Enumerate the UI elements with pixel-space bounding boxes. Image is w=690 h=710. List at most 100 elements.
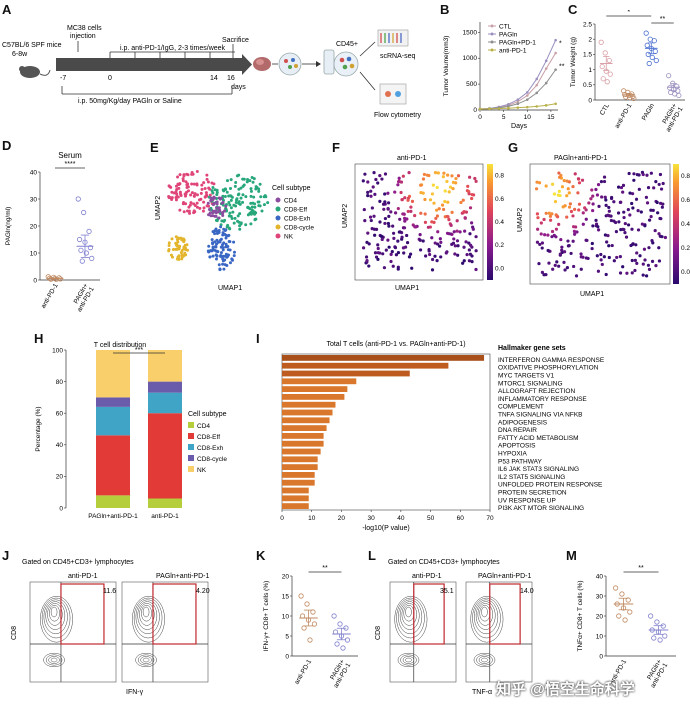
b-ytick: 1500: [463, 29, 478, 36]
h-legend-label: CD8-cycle: [197, 456, 227, 463]
umapG-point: [590, 188, 594, 192]
i-bar: [282, 495, 309, 502]
k-ytick: 10: [282, 613, 290, 620]
umap-e-point: [175, 187, 179, 191]
umapF-point: [362, 207, 366, 212]
umap-e-legend-label: CD4: [284, 198, 297, 205]
umapF-point: [454, 176, 458, 181]
flowL-contour: [399, 601, 420, 630]
umap-e-point: [179, 192, 183, 196]
umapG-point: [563, 204, 567, 208]
c-sig-label: *: [627, 10, 630, 16]
umapG-point: [572, 264, 576, 269]
umap-e-point: [250, 205, 254, 209]
umapF-point: [428, 198, 433, 202]
umapF-point: [372, 214, 376, 218]
umapG-point: [600, 195, 604, 199]
i-geneset-label: MYC TARGETS V1: [498, 373, 554, 380]
inject-label-1: MC38 cells: [67, 25, 102, 32]
b-point: [478, 107, 482, 111]
umapG-point: [642, 247, 647, 251]
umapF-point: [421, 177, 426, 181]
umap-e-point: [210, 189, 214, 193]
umapG-point: [542, 217, 546, 222]
c-category-label: CTL: [599, 102, 611, 116]
umap-e-point: [225, 264, 229, 268]
umapG-point: [605, 240, 609, 244]
umapG-point: [612, 200, 616, 204]
umapF-point: [401, 174, 405, 178]
umap-e-point: [232, 240, 236, 244]
l-right-value: 14.0: [520, 588, 534, 595]
umapG-point: [627, 171, 631, 176]
umapF-point: [443, 189, 447, 193]
i-xtick: 40: [397, 515, 405, 522]
umap-e-point: [199, 191, 203, 195]
umapF-point: [390, 250, 394, 254]
umapG-point: [596, 269, 601, 273]
umap-e-point: [209, 199, 213, 203]
h-legend-title: Cell subtype: [188, 411, 227, 418]
m-point: [651, 635, 657, 641]
b-point: [497, 107, 501, 110]
umapG-point: [635, 261, 639, 265]
umapF-point: [437, 207, 441, 211]
b-xtick: 0: [478, 114, 482, 121]
panel-c-chart: 0 0.5 1 1.5 2 2.5 Tumor Weight (g) CTL anti-PD-1…: [570, 10, 685, 133]
colorbar-f: [487, 164, 493, 280]
umapG-point: [607, 255, 611, 260]
watermark: 知乎 @悟空生命科学: [496, 681, 635, 698]
umapF-point: [455, 239, 460, 243]
umapF-point: [410, 266, 414, 270]
tick-m7: -7: [60, 75, 66, 82]
umap-e-point: [239, 221, 243, 225]
k-ytick: 20: [282, 573, 290, 580]
g-cbar-tick: 0.6: [681, 197, 690, 204]
umapF-point: [426, 225, 431, 229]
umap-e-point: [229, 214, 233, 218]
flowJ-contour: [47, 603, 63, 626]
timeline-arrowhead: [242, 54, 252, 75]
umapG-point: [551, 267, 555, 271]
umap-e-point: [258, 204, 262, 208]
umap-e-point: [198, 206, 202, 210]
i-geneset-label: ALLOGRAFT REJECTION: [498, 388, 575, 395]
tumor-icon: [253, 57, 271, 71]
umapG-point: [652, 186, 656, 190]
umapF-point: [376, 246, 380, 251]
umapG-point: [538, 242, 542, 247]
umap-e-point: [184, 202, 188, 206]
umapG-point: [621, 183, 626, 188]
umapF-point: [461, 261, 465, 265]
b-legend-label: CTL: [499, 23, 512, 30]
c-ytick: 1.5: [583, 52, 592, 59]
umap-e-point: [219, 225, 223, 229]
umapF-point: [430, 192, 435, 196]
umap-e-point: [167, 184, 171, 188]
umapG-point: [553, 200, 558, 204]
umap-e-point: [202, 200, 206, 204]
umapG-point: [537, 262, 541, 266]
h-bar-segment: [96, 495, 130, 508]
umapG-point: [584, 256, 588, 260]
umap-e-point: [197, 198, 201, 202]
umapG-point: [651, 241, 655, 245]
umapF-point: [376, 257, 380, 261]
umapG-point: [616, 211, 621, 215]
umapG-point: [644, 274, 649, 278]
umap-e-legend-label: CD8-cycle: [284, 225, 314, 232]
g-cbar-tick: 0.0: [681, 269, 690, 276]
umap-e-point: [167, 195, 171, 199]
b-xtick: 15: [547, 114, 555, 121]
sorted-cells-icon: [333, 51, 359, 77]
panel-letter-c: C: [568, 2, 578, 17]
umapF-point: [409, 209, 413, 213]
umapG-point: [554, 227, 559, 231]
umapG-point: [566, 187, 570, 191]
umap-e-point: [241, 200, 245, 204]
umap-e-point: [221, 200, 225, 204]
umap-e-point: [233, 184, 237, 188]
m-ytick: 30: [596, 593, 604, 600]
j-left-title: anti-PD-1: [68, 573, 98, 580]
